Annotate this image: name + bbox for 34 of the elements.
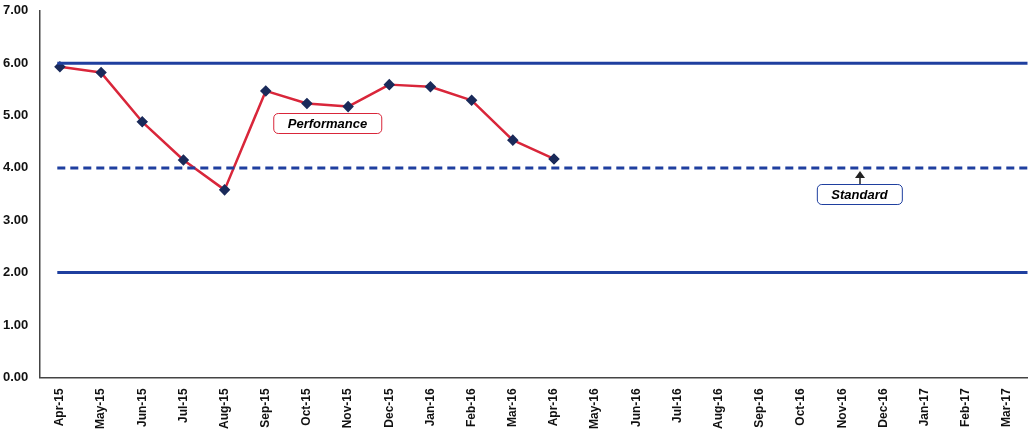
x-tick-label: Jun-15 [134,388,149,427]
x-tick-label: Mar-16 [505,387,520,427]
x-tick-label: Aug-15 [216,387,231,429]
x-tick-label: Oct-15 [299,388,314,426]
x-tick-label: Jul-15 [175,387,190,423]
x-tick-label: Sep-16 [752,387,767,428]
y-tick-label: 3.00 [2,211,29,227]
x-tick-label: Dec-16 [875,387,890,428]
x-tick-label: May-16 [587,387,602,429]
ref-line-label: Standard [816,183,903,205]
x-tick-label: Aug-16 [711,387,725,429]
x-tick-label: Jan-16 [422,388,437,427]
x-tick-label: Feb-17 [958,388,973,427]
y-tick-label: 6.00 [2,54,29,70]
x-tick-label: Mar-17 [999,387,1014,427]
y-tick-label: 7.00 [2,2,29,18]
x-tick-label: Feb-16 [463,388,478,427]
y-tick-label: 1.00 [2,316,29,332]
x-tick-label: Jul-16 [669,387,684,423]
y-tick-label: 2.00 [2,264,29,280]
x-tick-label: Nov-15 [340,387,355,429]
y-tick-label: 0.00 [2,368,29,384]
y-tick-label: 4.00 [2,159,29,175]
x-tick-label: Apr-16 [546,387,561,427]
x-tick-label: Apr-15 [52,387,67,427]
y-tick-label: 5.00 [2,107,29,123]
series-label: Performance [272,113,383,135]
x-tick-label: Jan-17 [916,388,931,427]
x-tick-label: Dec-15 [381,387,396,428]
x-tick-label: Sep-15 [258,387,273,428]
x-tick-label: Nov-16 [834,387,849,429]
x-tick-label: Oct-16 [793,388,808,426]
x-tick-label: Jun-16 [628,388,643,427]
x-tick-label: May-15 [93,387,108,429]
